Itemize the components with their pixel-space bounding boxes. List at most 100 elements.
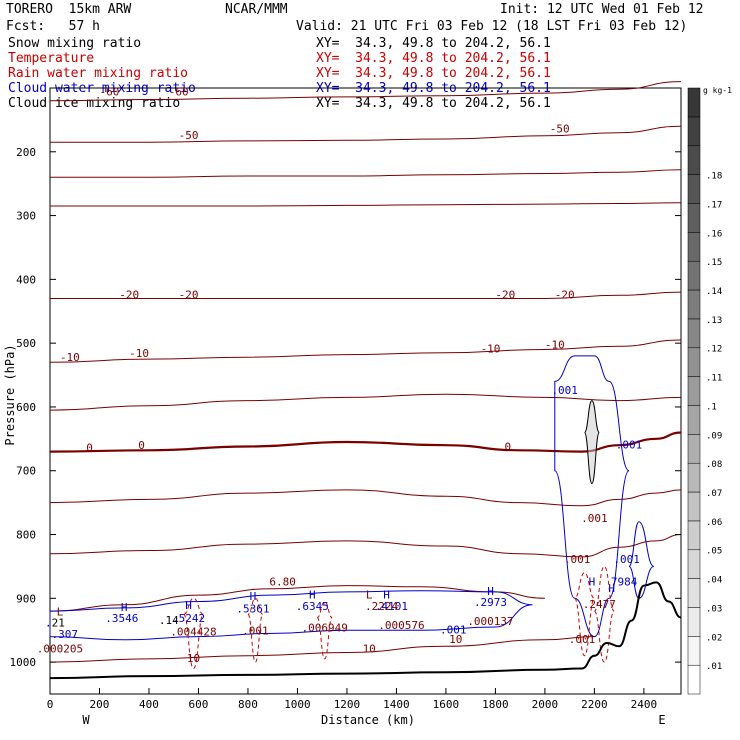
x-axis-label: Distance (km) <box>321 713 415 727</box>
contour-label: .2477 <box>583 598 616 611</box>
colorbar-segment <box>687 289 701 320</box>
colorbar-segment <box>687 145 701 175</box>
isotherm-line <box>49 339 682 363</box>
colorbar-segment <box>687 520 701 551</box>
contour-label: .6345 <box>296 600 329 613</box>
contour-label: .3546 <box>105 612 138 625</box>
field-cloudice-xy: XY= 34.3, 49.8 to 204.2, 56.1 <box>316 96 551 111</box>
isotherm-line <box>49 125 682 143</box>
colorbar-tick-label: .01 <box>706 662 722 672</box>
colorbar-segment <box>687 578 701 608</box>
y-tick-label: 600 <box>16 401 36 414</box>
cloud-water-contour <box>49 590 533 641</box>
colorbar-segment <box>687 607 701 637</box>
cloud-water-contour <box>554 355 630 638</box>
contour-label: -60 <box>99 86 119 99</box>
y-tick-label: 900 <box>16 592 36 605</box>
contour-label: -10 <box>129 347 149 360</box>
colorbar-segment <box>687 549 701 579</box>
colorbar-segment <box>687 636 701 666</box>
west-end-label: W <box>82 713 90 727</box>
contour-label: .5242 <box>172 612 205 625</box>
colorbar-segment <box>687 376 701 406</box>
contour-label: .004428 <box>170 625 216 638</box>
contour-label: -20 <box>179 289 199 302</box>
contour-label: -20 <box>119 289 139 302</box>
contour-label: 0 <box>86 442 93 455</box>
init-label: Init: 12 UTC Wed 01 Feb 12 <box>500 2 704 17</box>
isotherm-line <box>49 636 595 663</box>
x-tick-label: 800 <box>238 698 258 711</box>
colorbar-tick-label: .12 <box>706 345 722 355</box>
contour-label: -20 <box>495 289 515 302</box>
center-label: NCAR/MMM <box>225 2 288 17</box>
x-tick-label: 2200 <box>581 698 608 711</box>
contour-label: 7984 <box>611 576 638 589</box>
colorbar-tick-label: .04 <box>706 576 722 586</box>
colorbar-tick-label: .09 <box>706 431 722 441</box>
colorbar-tick-label: .1 <box>706 402 717 412</box>
contour-label: H <box>487 585 494 598</box>
contour-label: .006949 <box>302 622 348 635</box>
rain-water-contour <box>316 600 333 660</box>
contour-label: 10 <box>449 633 462 646</box>
colorbar-segment <box>687 434 701 464</box>
contour-label: .5361 <box>236 602 269 615</box>
model-label: TORERO 15km ARW <box>6 2 132 17</box>
plot-frame <box>49 87 682 695</box>
forecast-hour-label: Fcst: 57 h <box>6 19 100 34</box>
contour-label: 10 <box>363 643 376 656</box>
field-temperature-name: Temperature <box>8 51 95 66</box>
colorbar-segment <box>687 203 701 233</box>
x-tick-label: 200 <box>90 698 110 711</box>
colorbar-segment <box>687 462 701 493</box>
y-tick-label: 200 <box>16 146 36 159</box>
contour-label: .21 <box>45 616 65 629</box>
x-tick-label: 1400 <box>383 698 410 711</box>
contour-label: 0 <box>138 439 145 452</box>
contour-label: H <box>608 582 615 595</box>
isotherm-line <box>49 81 682 102</box>
colorbar-tick-label: .17 <box>706 200 722 210</box>
contour-label: .001 <box>440 623 467 636</box>
colorbar-segment <box>687 232 701 262</box>
isotherm-line <box>50 202 682 207</box>
x-tick-label: 1800 <box>482 698 509 711</box>
isotherm-line <box>49 534 682 558</box>
colorbar-tick-label: .08 <box>706 460 722 470</box>
x-tick-label: 1200 <box>334 698 361 711</box>
field-snow-name: Snow mixing ratio <box>8 36 142 51</box>
x-tick-label: 400 <box>139 698 159 711</box>
y-tick-label: 300 <box>16 210 36 223</box>
contour-label: .2973 <box>474 596 507 609</box>
contour-label: .001 <box>551 384 578 397</box>
east-end-label: E <box>658 713 665 727</box>
x-tick-label: 0 <box>47 698 54 711</box>
isotherm-line <box>50 169 682 178</box>
contour-label: .001 <box>581 512 608 525</box>
contour-label: .307 <box>52 628 79 641</box>
contour-label: .000576 <box>378 619 424 632</box>
colorbar-segment <box>687 116 701 147</box>
rain-water-contour <box>183 597 204 670</box>
contour-label: 0 <box>504 440 511 453</box>
colorbar-unit-label: g kg-1 <box>703 86 732 95</box>
valid-time-label: Valid: 21 UTC Fri 03 Feb 12 (18 LST Fri … <box>296 19 688 34</box>
y-axis-label: Pressure (hPa) <box>3 344 17 445</box>
rain-water-contour <box>247 597 264 663</box>
colorbar-tick-label: .03 <box>706 604 722 614</box>
colorbar-tick-label: .11 <box>706 374 722 384</box>
y-tick-label: 700 <box>16 465 36 478</box>
contour-label: .2224 <box>365 600 398 613</box>
cloud-water-contour <box>628 521 655 599</box>
contour-label: H <box>185 599 192 612</box>
colorbar-tick-label: .14 <box>706 287 722 297</box>
contour-label: H <box>121 601 128 614</box>
contour-label: H <box>589 576 596 589</box>
colorbar-segment <box>687 491 701 522</box>
colorbar-tick-label: .05 <box>706 547 722 557</box>
colorbar-tick-label: .16 <box>706 229 722 239</box>
y-tick-label: 400 <box>16 273 36 286</box>
colorbar-segment <box>687 347 701 377</box>
